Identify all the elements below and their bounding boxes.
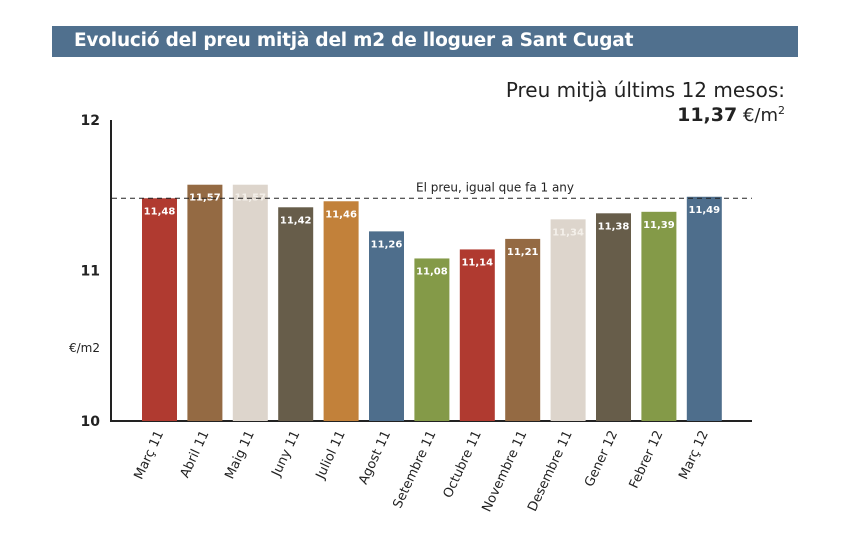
data-label: 11,26 [371,239,403,250]
y-tick-label: 11 [81,264,100,280]
x-tick-label: Març 11 [132,428,168,482]
bar [596,213,631,421]
data-label: 11,49 [688,205,720,216]
reference-line-label: El preu, igual que fa 1 any [416,180,574,194]
chart-title-bar: Evolució del preu mitjà del m2 de llogue… [52,26,798,57]
x-tick-label: Març 12 [676,428,712,482]
bar [550,219,586,421]
x-tick-label: Juny 11 [269,428,304,479]
x-tick-label: Juliol 11 [313,428,349,482]
bar [686,196,722,421]
data-label: 11,46 [325,209,357,220]
x-tick-label: Gener 12 [582,428,621,489]
x-tick-label: Maig 11 [222,428,257,481]
bar [641,211,677,421]
data-label: 11,48 [144,206,176,217]
y-tick-label: 10 [81,414,101,430]
bar [142,198,177,421]
average-value-line: 11,37 €/m2 [677,104,785,126]
bar [232,184,268,421]
data-label: 11,38 [598,221,630,232]
x-tick-label: Desembre 11 [525,428,576,514]
chart-title: Evolució del preu mitjà del m2 de llogue… [74,30,634,51]
average-label: Preu mitjà últims 12 mesos: [505,78,785,102]
average-unit: €/m [742,105,778,126]
bar [323,201,359,421]
y-tick-label: 12 [81,113,100,129]
x-tick-label: Octubre 11 [441,428,485,500]
data-label: 11,14 [461,257,493,268]
bar [187,184,223,421]
y-axis-label: €/m2 [69,341,100,355]
bar [505,238,541,421]
average-value: 11,37 [677,104,738,126]
x-tick-label: Setembre 11 [390,428,439,510]
data-label: 11,34 [552,227,584,238]
x-tick-label: Abril 11 [178,428,213,480]
data-label: 11,39 [643,220,675,231]
data-label: 11,08 [416,266,448,277]
x-tick-label: Febrer 12 [627,428,667,491]
average-unit-sup: 2 [778,104,785,117]
bar [369,231,404,421]
bar [459,249,495,421]
bar [414,258,450,421]
bar [278,207,314,421]
x-tick-label: Novembre 11 [480,428,531,514]
x-tick-label: Agost 11 [356,428,394,487]
data-label: 11,42 [280,215,312,226]
data-label: 11,21 [507,247,539,258]
